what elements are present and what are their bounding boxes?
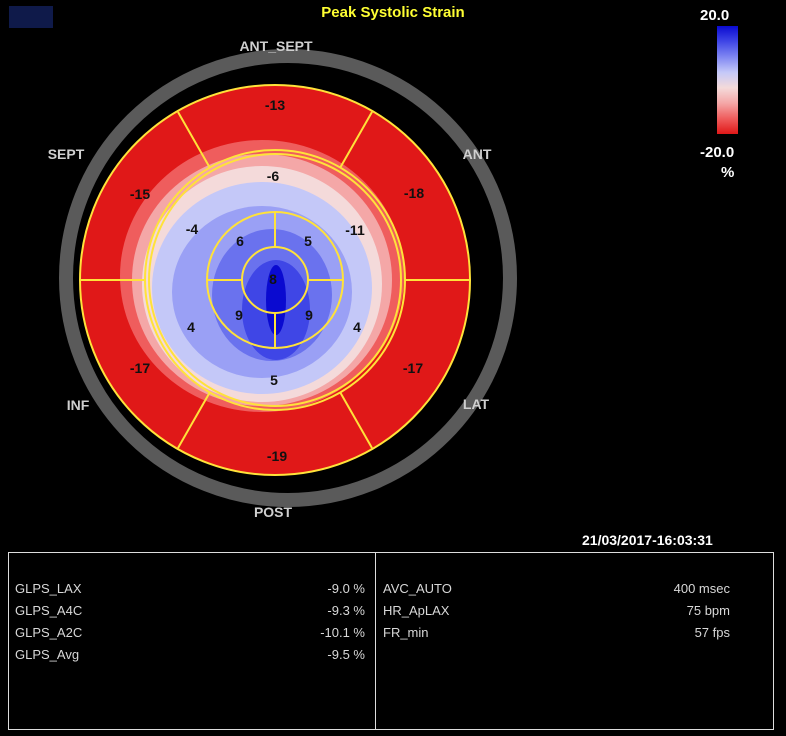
measurement-label: AVC_AUTO: [383, 581, 452, 596]
measurement-value: 400 msec: [673, 581, 730, 596]
orientation-label-anterior-septal: ANT_SEPT: [239, 38, 313, 54]
segment-value-basal-inferior: -17: [130, 360, 150, 376]
measurement-value: -9.3 %: [327, 603, 365, 618]
plot-title: Peak Systolic Strain: [321, 4, 465, 21]
segment-value-mid-inferior: 4: [187, 319, 195, 335]
measurements-panel: [8, 552, 774, 730]
orientation-label-lateral: LAT: [463, 396, 490, 412]
segment-value-apical-lateral: 9: [305, 307, 313, 323]
segment-spokes: [80, 111, 470, 449]
colorbar-max-label: 20.0: [700, 7, 730, 24]
segment-value-basal-septal: -15: [130, 186, 150, 202]
segment-value-apical-septal: 6: [236, 233, 244, 249]
segment-value-mid-anterior: -11: [345, 222, 365, 238]
segment-value-basal-posterior: -19: [267, 448, 287, 464]
corner-indicator: [9, 6, 53, 28]
segment-value-apical-inferior: 9: [235, 307, 243, 323]
orientation-label-inferior: INF: [67, 397, 90, 413]
orientation-label-septal: SEPT: [48, 146, 85, 162]
timestamp: 21/03/2017-16:03:31: [582, 532, 713, 548]
orientation-label-anterior: ANT: [463, 146, 492, 162]
measurement-value: 75 bpm: [686, 603, 730, 618]
segment-value-mid-posterior: 5: [270, 372, 278, 388]
measurement-value: -9.5 %: [327, 647, 365, 662]
measurement-label: FR_min: [383, 625, 429, 640]
colorbar-min-label: -20.0: [700, 144, 735, 161]
measurement-value: 57 fps: [694, 625, 730, 640]
segment-value-apex: 8: [269, 271, 277, 287]
segment-value-mid-lateral: 4: [353, 319, 361, 335]
orientation-label-posterior: POST: [254, 504, 293, 520]
measurement-value: -9.0 %: [327, 581, 365, 596]
measurement-label: GLPS_A4C: [15, 603, 83, 618]
colorbar: [717, 26, 738, 134]
measurement-label: HR_ApLAX: [383, 603, 450, 618]
panel-divider: [375, 552, 376, 730]
outer-arc: [59, 49, 517, 507]
measurement-label: GLPS_LAX: [15, 581, 82, 596]
strain-color-map: [120, 140, 404, 412]
colorbar-unit: %: [721, 164, 735, 181]
segment-value-mid-septal: -4: [186, 221, 199, 237]
segment-value-basal-anterior-septal: -13: [265, 97, 285, 113]
segment-value-apical-anterior: 5: [304, 233, 312, 249]
measurement-value: -10.1 %: [320, 625, 365, 640]
segment-value-basal-lateral: -17: [403, 360, 423, 376]
segment-value-mid-anterior-septal: -6: [267, 168, 280, 184]
measurement-label: GLPS_Avg: [15, 647, 80, 662]
segment-value-basal-anterior: -18: [404, 185, 424, 201]
measurement-label: GLPS_A2C: [15, 625, 83, 640]
